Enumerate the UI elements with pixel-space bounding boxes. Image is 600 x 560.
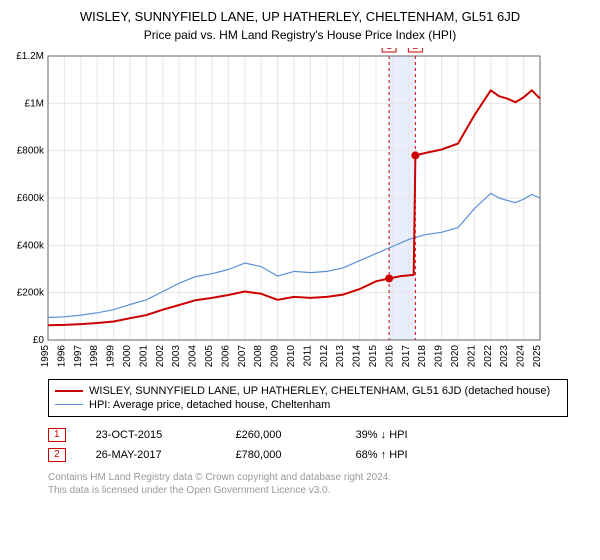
- svg-text:1998: 1998: [89, 344, 100, 367]
- svg-text:2019: 2019: [434, 344, 445, 367]
- svg-text:2011: 2011: [302, 344, 313, 366]
- svg-text:2016: 2016: [384, 344, 395, 367]
- footer-attribution: Contains HM Land Registry data © Crown c…: [48, 471, 590, 498]
- svg-text:2010: 2010: [286, 344, 297, 367]
- legend-label: WISLEY, SUNNYFIELD LANE, UP HATHERLEY, C…: [89, 385, 550, 397]
- svg-text:£1M: £1M: [25, 98, 44, 109]
- svg-text:2003: 2003: [171, 344, 182, 367]
- sale-price: £780,000: [236, 449, 326, 461]
- sales-table: 1 23-OCT-2015 £260,000 39% ↓ HPI 2 26-MAY-201…: [48, 425, 590, 465]
- legend-swatch: [55, 390, 83, 392]
- legend-box: WISLEY, SUNNYFIELD LANE, UP HATHERLEY, C…: [48, 379, 568, 417]
- svg-text:2021: 2021: [466, 344, 477, 367]
- sale-marker: 2: [48, 448, 66, 462]
- legend-row: WISLEY, SUNNYFIELD LANE, UP HATHERLEY, C…: [55, 384, 561, 398]
- svg-text:1: 1: [386, 48, 392, 52]
- svg-text:1995: 1995: [40, 344, 51, 367]
- svg-text:£200k: £200k: [17, 287, 45, 298]
- svg-text:1997: 1997: [73, 344, 84, 367]
- svg-text:2002: 2002: [155, 344, 166, 367]
- sale-row: 2 26-MAY-2017 £780,000 68% ↑ HPI: [48, 445, 590, 465]
- svg-text:£600k: £600k: [17, 193, 45, 204]
- svg-text:£0: £0: [33, 335, 45, 346]
- page-subtitle: Price paid vs. HM Land Registry's House …: [10, 28, 590, 42]
- legend-label: HPI: Average price, detached house, Chel…: [89, 399, 330, 411]
- legend-row: HPI: Average price, detached house, Chel…: [55, 398, 561, 412]
- svg-text:2023: 2023: [499, 344, 510, 367]
- sale-marker: 1: [48, 428, 66, 442]
- footer-line1: Contains HM Land Registry data © Crown c…: [48, 471, 590, 485]
- svg-text:2017: 2017: [401, 344, 412, 367]
- svg-text:1999: 1999: [106, 344, 117, 367]
- svg-text:2022: 2022: [483, 344, 494, 367]
- footer-line2: This data is licensed under the Open Gov…: [48, 484, 590, 498]
- svg-text:£1.2M: £1.2M: [16, 51, 44, 62]
- sale-delta: 68% ↑ HPI: [356, 449, 408, 461]
- svg-text:1996: 1996: [56, 344, 67, 367]
- svg-text:2008: 2008: [253, 344, 264, 367]
- sale-date: 26-MAY-2017: [96, 449, 206, 461]
- svg-text:2020: 2020: [450, 344, 461, 367]
- svg-text:£800k: £800k: [17, 145, 45, 156]
- page-title: WISLEY, SUNNYFIELD LANE, UP HATHERLEY, C…: [10, 8, 590, 26]
- svg-text:2004: 2004: [188, 344, 199, 367]
- svg-text:2025: 2025: [532, 344, 543, 367]
- svg-text:2012: 2012: [319, 344, 330, 367]
- svg-text:2024: 2024: [516, 344, 527, 367]
- svg-text:2009: 2009: [270, 344, 281, 367]
- sale-date: 23-OCT-2015: [96, 429, 206, 441]
- price-chart: £0 £200k £400k £600k £800k £1M £1.2M 1995 1996 19…: [10, 48, 590, 373]
- sale-price: £260,000: [236, 429, 326, 441]
- svg-text:2007: 2007: [237, 344, 248, 367]
- chart-svg: £0 £200k £400k £600k £800k £1M £1.2M 1995 1996 19…: [10, 48, 550, 368]
- svg-text:2018: 2018: [417, 344, 428, 367]
- sale-row: 1 23-OCT-2015 £260,000 39% ↓ HPI: [48, 425, 590, 445]
- svg-text:2005: 2005: [204, 344, 215, 367]
- svg-text:2015: 2015: [368, 344, 379, 367]
- sale-delta: 39% ↓ HPI: [356, 429, 408, 441]
- svg-text:2001: 2001: [138, 344, 149, 367]
- legend-swatch: [55, 404, 83, 405]
- svg-text:£400k: £400k: [17, 240, 45, 251]
- svg-text:2000: 2000: [122, 344, 133, 367]
- svg-text:2006: 2006: [220, 344, 231, 367]
- svg-text:2013: 2013: [335, 344, 346, 367]
- svg-text:2014: 2014: [352, 344, 363, 367]
- svg-text:2: 2: [413, 48, 419, 52]
